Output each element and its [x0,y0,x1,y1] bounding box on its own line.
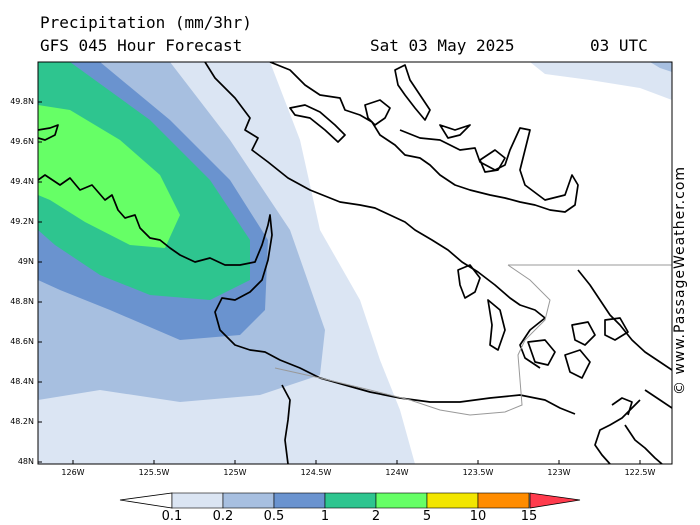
island-6 [457,264,481,299]
lon-label: 122.5W [624,468,656,477]
lat-label: 48.6N [10,337,34,346]
olympic-coast [281,384,291,464]
island-4 [439,124,471,139]
maritime-border [274,264,551,416]
legend-color-box [477,492,530,509]
legend-label: 2 [371,509,381,524]
island-5 [479,149,506,173]
island-8 [527,339,556,366]
precip-band-2 [38,105,180,248]
legend-left-arrow [119,492,173,509]
lon-label: 125W [223,468,247,477]
washington-coast [594,399,641,464]
vancouver-island-north-coast [204,62,546,369]
legend-right-arrow [529,492,581,509]
mainland-coast [269,62,579,213]
lon-label: 125.5W [138,468,170,477]
legend-label: 0.1 [161,509,183,524]
forecast-date: Sat 03 May 2025 [370,36,515,55]
lat-label: 49.4N [10,177,34,186]
lat-label: 49.6N [10,137,34,146]
vancouver-island-coast [38,174,576,415]
island-9 [571,321,596,346]
legend-color-box [426,492,479,509]
legend-color-box [273,492,326,509]
lat-label: 48.4N [10,377,34,386]
precip-band-0.2-ne [650,62,672,72]
island-7 [487,299,506,351]
legend-label: 0.5 [263,509,285,524]
forecast-time: 03 UTC [590,36,648,55]
precip-band-0.1-ne [530,62,672,100]
island-10 [564,349,591,379]
legend-color-box [222,492,275,509]
puget-inlet-2 [611,397,633,416]
map-frame [37,61,673,465]
lat-label: 48.2N [10,417,34,426]
puget-inlet-1 [624,424,663,464]
map-title: Precipitation (mm/3hr) [40,13,252,32]
lat-label: 48.8N [10,297,34,306]
legend-label: 1 [320,509,330,524]
legend-color-box [171,492,224,509]
axis-ticks [38,101,641,464]
lon-label: 124W [385,468,409,477]
lat-label: 49N [17,257,34,266]
legend-color-bar [171,492,530,509]
precipitation-legend [119,492,581,509]
lon-label: 123W [547,468,571,477]
legend-label: 10 [469,509,487,524]
island-3 [394,64,431,121]
legend-label: 15 [520,509,538,524]
island-2 [364,99,391,126]
legend-label: 5 [422,509,432,524]
borders [274,264,672,416]
mainland-east-2 [644,389,672,409]
mainland-east [577,269,672,371]
forecast-subtitle: GFS 045 Hour Forecast [40,36,243,55]
legend-color-box [324,492,377,509]
island-11 [604,317,629,341]
lat-label: 49.8N [10,97,34,106]
legend-color-box [375,492,428,509]
lon-label: 123.5W [462,468,494,477]
lon-label: 126W [61,468,85,477]
inner-coast-west [38,124,59,141]
precipitation-field [38,62,672,464]
legend-label: 0.2 [212,509,234,524]
lat-label: 48N [17,457,34,466]
coastlines [38,62,672,464]
lon-label: 124.5W [300,468,332,477]
passageweather-credit: © www.PassageWeather.com [672,165,688,395]
lat-label: 49.2N [10,217,34,226]
island-1 [289,104,346,143]
